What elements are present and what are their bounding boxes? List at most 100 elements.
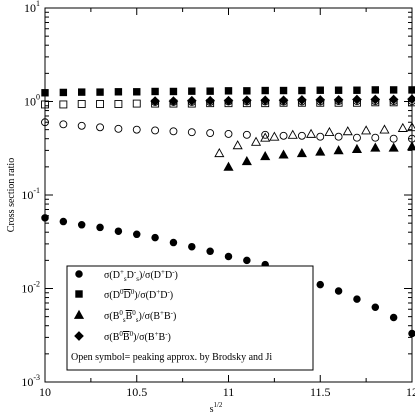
data-point (169, 127, 178, 136)
data-point (370, 142, 381, 152)
legend-note: Open symbol= peaking approx. by Brodsky … (71, 352, 272, 363)
data-point (388, 94, 399, 105)
data-point (96, 88, 104, 96)
data-point (96, 100, 105, 108)
data-point (132, 99, 141, 108)
data-point (334, 86, 343, 94)
data-point (133, 88, 141, 96)
data-point (353, 97, 361, 106)
data-point (371, 133, 380, 142)
data-point (241, 155, 252, 166)
data-point (333, 145, 344, 155)
data-point (408, 97, 415, 106)
y-tick-label: 10-2 (21, 280, 40, 296)
legend-marker-triangle (73, 309, 85, 319)
data-point (261, 97, 270, 106)
data-point (316, 132, 325, 141)
data-point (279, 131, 288, 140)
data-point (59, 217, 68, 226)
data-point (261, 86, 269, 95)
data-point (334, 132, 343, 141)
data-point (371, 86, 379, 94)
data-point (334, 287, 343, 295)
data-point (389, 313, 398, 322)
data-point (269, 131, 280, 141)
data-point (371, 97, 380, 106)
series-circle-filled (41, 214, 415, 338)
data-point (361, 125, 372, 135)
data-point (389, 86, 398, 94)
data-point (250, 136, 262, 146)
data-point (388, 142, 399, 152)
data-point (206, 247, 214, 256)
data-point (151, 97, 160, 106)
x-tick-label: 11.5 (310, 385, 331, 399)
data-point (406, 141, 415, 151)
data-point (151, 126, 160, 135)
data-point (296, 147, 307, 158)
data-point (77, 221, 86, 229)
data-point (389, 134, 398, 143)
x-axis-title-base: s (210, 404, 214, 415)
x-tick-label: 12 (406, 385, 415, 399)
x-tick-label: 10 (39, 385, 51, 399)
data-point (214, 147, 225, 158)
legend-entry: σ(D0D0)/σ(D+D-) (75, 288, 173, 301)
data-point (243, 87, 251, 95)
data-point (77, 121, 86, 130)
data-point (242, 97, 251, 106)
data-point (188, 242, 196, 251)
data-point (114, 100, 123, 108)
data-point (297, 131, 306, 140)
data-point (187, 128, 196, 137)
x-axis-title: s1/2 (210, 401, 223, 415)
data-point (316, 97, 325, 106)
data-point (188, 87, 196, 95)
legend-entry: σ(D+sD-s)/σ(D+D-) (75, 268, 178, 283)
data-point (77, 88, 86, 96)
data-point (224, 87, 233, 95)
data-point (297, 95, 307, 105)
data-point (169, 238, 178, 247)
series-circle-open (41, 118, 415, 143)
legend-marker-square (75, 290, 83, 298)
series-square-filled (41, 86, 415, 97)
data-point (41, 100, 49, 109)
data-point (379, 124, 390, 134)
data-point (397, 122, 408, 132)
data-point (96, 223, 104, 232)
data-point (114, 124, 123, 133)
data-point (315, 146, 326, 156)
legend-label: σ(D0D0)/σ(D+D-) (104, 288, 173, 301)
data-point (206, 87, 214, 95)
data-point (351, 143, 363, 153)
legend: Open symbol= peaking approx. by Brodsky … (66, 265, 314, 371)
data-point (224, 129, 233, 138)
x-tick-label: 10.5 (126, 385, 147, 399)
data-point (59, 120, 68, 129)
data-point (41, 214, 49, 222)
data-point (260, 150, 271, 161)
data-point (334, 97, 343, 106)
data-point (206, 129, 215, 137)
data-point (278, 149, 289, 159)
y-tick-label: 10-3 (21, 373, 40, 389)
data-point (297, 97, 306, 106)
data-point (187, 97, 196, 106)
axes: 10 10.5 11 11.5 12 10-3 10-2 10-1 100 101 (21, 0, 415, 399)
legend-box (66, 265, 314, 371)
data-point (206, 97, 215, 106)
data-point (353, 295, 361, 303)
data-point (279, 86, 288, 95)
data-point (353, 86, 361, 94)
data-point (223, 161, 234, 171)
x-axis-title-exponent: 1/2 (213, 401, 222, 409)
legend-entry: σ(B0B0)/σ(B+B-) (74, 330, 171, 343)
legend-label: σ(D+sD-s)/σ(D+D-) (104, 268, 178, 283)
legend-entry: σ(B0sB0s)/σ(B+B-) (73, 309, 176, 324)
data-point (324, 126, 335, 137)
data-point (352, 94, 362, 105)
y-tick-label: 10-1 (21, 186, 40, 202)
data-point (315, 95, 326, 105)
